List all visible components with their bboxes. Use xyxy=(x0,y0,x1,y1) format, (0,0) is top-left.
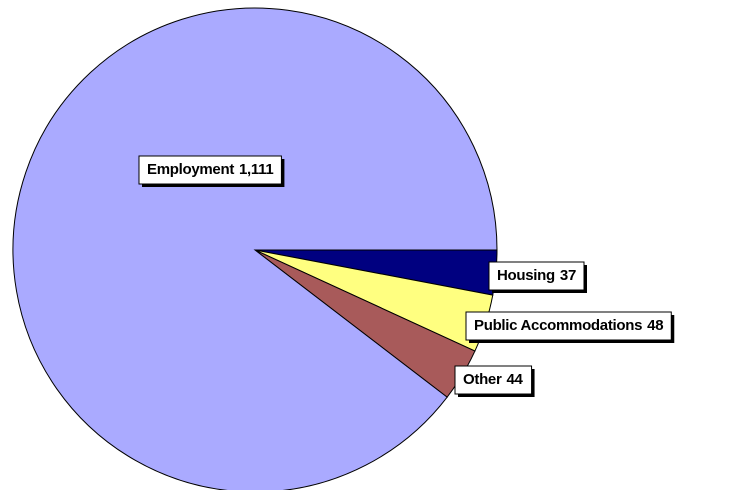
label-text: Other 44 xyxy=(463,371,524,388)
label-value: 48 xyxy=(647,317,663,334)
label-value: 44 xyxy=(507,371,524,388)
label-box xyxy=(138,155,282,185)
label-name: Other xyxy=(463,371,502,388)
label-text: Housing 37 xyxy=(497,267,576,284)
label-text: Employment 1,111 xyxy=(147,161,273,178)
label-name: Housing xyxy=(497,267,555,284)
data-label: Public Accommodations 48 xyxy=(465,311,675,343)
data-label: Other 44 xyxy=(454,365,535,397)
label-value: 1,111 xyxy=(239,161,273,178)
label-name: Public Accommodations xyxy=(474,317,642,334)
label-value: 37 xyxy=(560,267,576,284)
label-box xyxy=(454,365,533,395)
label-text: Public Accommodations 48 xyxy=(474,317,663,334)
label-name: Employment xyxy=(147,161,234,178)
label-box xyxy=(488,261,585,291)
label-box xyxy=(465,311,672,341)
data-label: Employment 1,111 xyxy=(138,155,285,187)
data-label: Housing 37 xyxy=(488,261,587,293)
pie-slice xyxy=(12,7,498,490)
